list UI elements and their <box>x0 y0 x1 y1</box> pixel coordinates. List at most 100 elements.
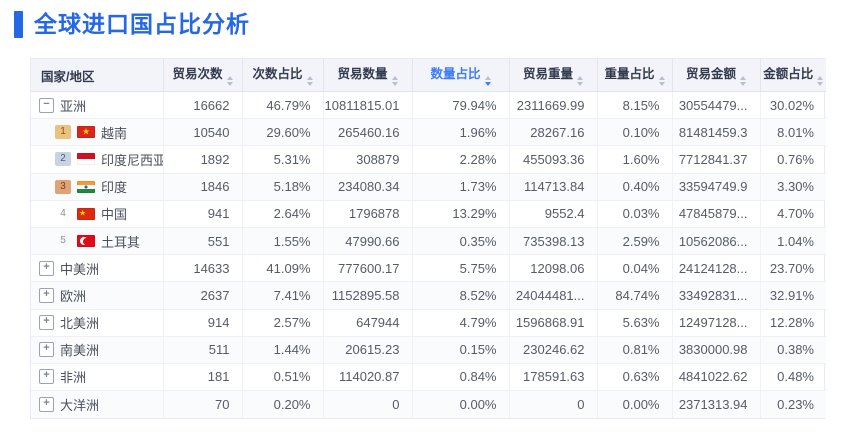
value-cell: 0.35% <box>412 227 510 256</box>
value-cell: 0.40% <box>597 173 673 201</box>
value-cell: 5.18% <box>242 173 324 201</box>
import-share-table: 国家/地区 贸易次数 次数占比 贸易数量 数量占比 贸易重量 重量占比 贸易金额 金额占比 − 亚… <box>30 58 826 419</box>
value-cell: 2311669.99 <box>509 91 598 120</box>
value-cell: 0.15% <box>412 336 510 364</box>
name-cell-content: + 中美洲 <box>39 259 159 278</box>
value-cell: 47990.66 <box>323 227 413 256</box>
sort-carets-icon <box>658 75 665 87</box>
table-body: − 亚洲 16662 46.79% 10811815.01 79.94% 2311669.9… <box>31 91 826 418</box>
collapse-icon[interactable]: − <box>39 97 54 113</box>
value-cell: 41.09% <box>242 254 324 283</box>
sort-descending-icon <box>226 81 233 86</box>
value-cell: 735398.13 <box>509 227 598 256</box>
name-cell-content: 4 中国 <box>39 204 159 223</box>
value-cell: 0.63% <box>597 363 673 392</box>
expand-icon[interactable]: + <box>39 260 54 276</box>
column-header-5[interactable]: 贸易重量 <box>509 59 598 92</box>
column-header-3[interactable]: 贸易数量 <box>323 59 413 92</box>
region-name: 亚洲 <box>60 98 87 114</box>
value-cell: 5.31% <box>242 145 324 174</box>
country-name: 土耳其 <box>101 234 141 250</box>
region-name: 非洲 <box>60 370 87 386</box>
country-name: 印度 <box>101 180 128 196</box>
sort-carets-icon <box>740 75 746 87</box>
sort-carets-icon <box>484 75 491 87</box>
rank-badge: 3 <box>55 179 71 194</box>
value-cell: 0.76% <box>760 145 826 174</box>
value-cell: 23.70% <box>760 254 826 283</box>
name-cell-content: + 北美洲 <box>39 313 159 332</box>
value-cell: 1796878 <box>323 200 413 228</box>
region-name: 大洋洲 <box>60 397 100 413</box>
value-cell: 777600.17 <box>323 254 413 283</box>
column-header-1[interactable]: 贸易次数 <box>163 59 243 92</box>
value-cell: 28267.16 <box>509 118 598 147</box>
country-region-cell: 3 印度 <box>31 173 164 201</box>
column-header-label: 贸易金额 <box>685 67 736 82</box>
column-header-8[interactable]: 金额占比 <box>760 59 826 92</box>
sort-carets-icon <box>391 75 398 87</box>
india-flag-icon <box>77 180 95 193</box>
value-cell: 46.79% <box>242 91 324 120</box>
page-title-row: 全球进口国占比分析 <box>14 8 250 40</box>
sort-ascending-icon <box>577 76 583 81</box>
value-cell: 0.00% <box>412 390 510 418</box>
country-region-cell: 4 中国 <box>31 200 164 228</box>
country-region-cell: 2 印度尼西亚 <box>31 145 164 174</box>
expand-icon[interactable]: + <box>39 315 54 331</box>
value-cell: 1892 <box>163 145 243 174</box>
value-cell: 2.64% <box>242 200 324 228</box>
sort-ascending-icon <box>306 76 313 81</box>
value-cell: 20615.23 <box>323 336 413 364</box>
column-header-7[interactable]: 贸易金额 <box>672 59 761 92</box>
value-cell: 9552.4 <box>509 200 598 228</box>
value-cell: 13.29% <box>412 200 510 228</box>
expand-icon[interactable]: + <box>39 287 54 303</box>
sort-descending-icon <box>740 81 746 86</box>
expand-icon[interactable]: + <box>39 369 54 385</box>
value-cell: 3.30% <box>760 173 826 201</box>
sort-carets-icon <box>226 75 233 87</box>
value-cell: 84.74% <box>597 281 673 310</box>
value-cell: 1152895.58 <box>323 281 413 310</box>
rank-badge: 4 <box>60 207 66 219</box>
value-cell: 914 <box>163 309 243 337</box>
column-header-4[interactable]: 数量占比 <box>412 59 510 92</box>
value-cell: 114713.84 <box>509 173 598 201</box>
value-cell: 0.10% <box>597 118 673 147</box>
table-row-南美洲: + 南美洲 511 1.44% 20615.23 0.15% 230246.62 0.81% 3… <box>31 336 826 364</box>
value-cell: 4.79% <box>412 309 510 337</box>
value-cell: 0.81% <box>597 336 673 364</box>
region-name: 南美洲 <box>60 343 100 359</box>
expand-icon[interactable]: + <box>39 342 54 358</box>
value-cell: 181 <box>163 363 243 392</box>
country-name: 中国 <box>101 207 128 223</box>
region-name: 欧洲 <box>60 288 87 304</box>
value-cell: 2637 <box>163 281 243 310</box>
column-header-label: 重量占比 <box>604 67 655 82</box>
value-cell: 12497128... <box>672 309 761 337</box>
value-cell: 10811815.01 <box>323 91 413 120</box>
name-cell-content: 3 印度 <box>39 177 159 196</box>
value-cell: 12098.06 <box>509 254 598 283</box>
value-cell: 0.23% <box>760 390 826 418</box>
value-cell: 7.41% <box>242 281 324 310</box>
country-region-cell: − 亚洲 <box>31 91 164 120</box>
column-header-label: 数量占比 <box>430 67 481 82</box>
value-cell: 33594749.9 <box>672 173 761 201</box>
value-cell: 1846 <box>163 173 243 201</box>
value-cell: 1.60% <box>597 145 673 174</box>
turkey-flag-icon <box>77 235 95 248</box>
name-cell-content: + 南美洲 <box>39 340 159 359</box>
page-title: 全球进口国占比分析 <box>34 10 250 37</box>
expand-icon[interactable]: + <box>39 396 54 412</box>
table-row-中美洲: + 中美洲 14633 41.09% 777600.17 5.75% 12098.06 0.0… <box>31 254 826 283</box>
sort-descending-icon <box>577 81 583 86</box>
value-cell: 0.84% <box>412 363 510 392</box>
value-cell: 12.28% <box>760 309 826 337</box>
value-cell: 24044481... <box>509 281 598 310</box>
value-cell: 2.59% <box>597 227 673 256</box>
column-header-6[interactable]: 重量占比 <box>597 59 673 92</box>
column-header-2[interactable]: 次数占比 <box>242 59 324 92</box>
